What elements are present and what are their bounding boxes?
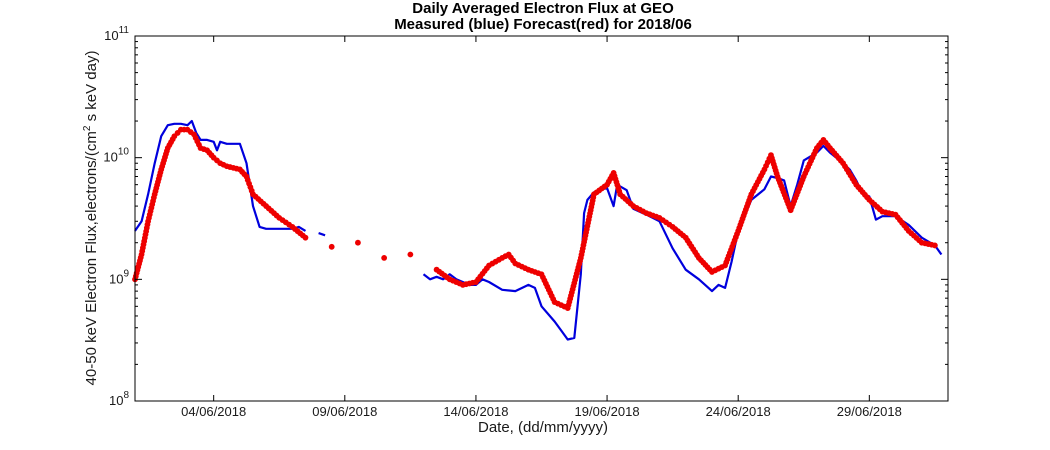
axes: 04/06/2018 09/06/2018 14/06/2018 19/06/2018… — [103, 25, 948, 419]
x-tick-label: 19/06/2018 — [575, 404, 640, 419]
measured-series-line — [422, 144, 943, 341]
forecast-point — [381, 255, 388, 261]
x-tick-label: 04/06/2018 — [181, 404, 246, 419]
x-tick-label: 24/06/2018 — [706, 404, 771, 419]
y-tick-label: 1011 — [104, 25, 129, 43]
chart-title: Daily Averaged Electron Flux at GEO — [412, 0, 674, 17]
plot-area — [132, 119, 943, 341]
forecast-point — [355, 239, 361, 246]
forecast-point — [407, 251, 414, 258]
y-axis-label-main: 40-50 keV Electron Flux,electrons/(cm — [83, 131, 100, 385]
forecast-point — [302, 234, 309, 241]
y-tick-label: 1010 — [103, 147, 129, 165]
x-tick-label: 14/06/2018 — [443, 404, 508, 419]
measured-series-line — [134, 119, 307, 232]
forecast-point — [328, 243, 335, 250]
y-tick-label: 108 — [109, 390, 129, 408]
y-axis-label-suffix: s keV day) — [83, 51, 100, 126]
x-tick-label: 29/06/2018 — [837, 404, 902, 419]
y-tick-label: 109 — [109, 268, 129, 286]
forecast-point — [931, 242, 938, 249]
chart-subtitle: Measured (blue) Forecast(red) for 2018/0… — [394, 16, 692, 33]
y-axis-label-superscript: 2 — [82, 125, 93, 131]
y-axis-label: 40-50 keV Electron Flux,electrons/(cm2 s… — [82, 51, 100, 386]
x-tick-label: 09/06/2018 — [312, 404, 377, 419]
x-axis-label: Date, (dd/mm/yyyy) — [478, 419, 608, 436]
plot-frame — [134, 35, 949, 402]
measured-series-line — [318, 232, 326, 237]
